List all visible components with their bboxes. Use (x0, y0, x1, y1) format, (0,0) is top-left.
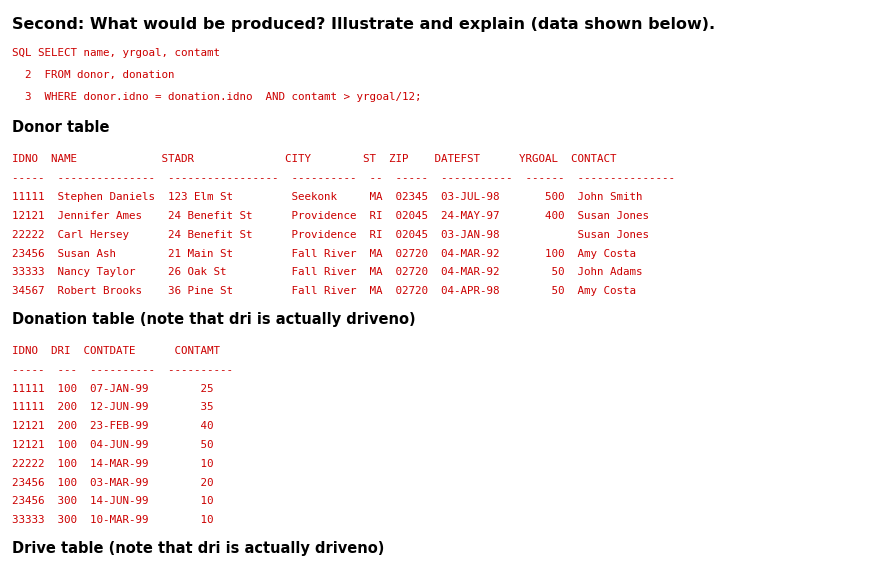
Text: 2  FROM donor, donation: 2 FROM donor, donation (12, 70, 174, 80)
Text: -----  ---------------  -----------------  ----------  --  -----  -----------  -: ----- --------------- ----------------- … (12, 173, 675, 184)
Text: 23456  300  14-JUN-99        10: 23456 300 14-JUN-99 10 (12, 496, 213, 507)
Text: 12121  200  23-FEB-99        40: 12121 200 23-FEB-99 40 (12, 421, 213, 431)
Text: IDNO  DRI  CONTDATE      CONTAMT: IDNO DRI CONTDATE CONTAMT (12, 346, 220, 356)
Text: -----  ---  ----------  ----------: ----- --- ---------- ---------- (12, 365, 232, 375)
Text: SQL SELECT name, yrgoal, contamt: SQL SELECT name, yrgoal, contamt (12, 48, 220, 59)
Text: 34567  Robert Brooks    36 Pine St         Fall River  MA  02720  04-APR-98     : 34567 Robert Brooks 36 Pine St Fall Rive… (12, 286, 636, 296)
Text: 12121  100  04-JUN-99        50: 12121 100 04-JUN-99 50 (12, 440, 213, 450)
Text: 11111  200  12-JUN-99        35: 11111 200 12-JUN-99 35 (12, 402, 213, 413)
Text: 11111  Stephen Daniels  123 Elm St         Seekonk     MA  02345  03-JUL-98     : 11111 Stephen Daniels 123 Elm St Seekonk… (12, 192, 642, 202)
Text: Second: What would be produced? Illustrate and explain (data shown below).: Second: What would be produced? Illustra… (12, 17, 714, 32)
Text: 12121  Jennifer Ames    24 Benefit St      Providence  RI  02045  24-MAY-97     : 12121 Jennifer Ames 24 Benefit St Provid… (12, 211, 649, 221)
Text: 22222  Carl Hersey      24 Benefit St      Providence  RI  02045  03-JAN-98     : 22222 Carl Hersey 24 Benefit St Providen… (12, 230, 649, 240)
Text: Donor table: Donor table (12, 120, 109, 135)
Text: Drive table (note that dri is actually driveno): Drive table (note that dri is actually d… (12, 541, 384, 556)
Text: 23456  Susan Ash        21 Main St         Fall River  MA  02720  04-MAR-92     : 23456 Susan Ash 21 Main St Fall River MA… (12, 249, 636, 259)
Text: 23456  100  03-MAR-99        20: 23456 100 03-MAR-99 20 (12, 478, 213, 488)
Text: 11111  100  07-JAN-99        25: 11111 100 07-JAN-99 25 (12, 384, 213, 394)
Text: 33333  300  10-MAR-99        10: 33333 300 10-MAR-99 10 (12, 515, 213, 526)
Text: 3  WHERE donor.idno = donation.idno  AND contamt > yrgoal/12;: 3 WHERE donor.idno = donation.idno AND c… (12, 92, 421, 102)
Text: IDNO  NAME             STADR              CITY        ST  ZIP    DATEFST      YR: IDNO NAME STADR CITY ST ZIP DATEFST YR (12, 154, 616, 165)
Text: Donation table (note that dri is actually driveno): Donation table (note that dri is actuall… (12, 312, 415, 327)
Text: 33333  Nancy Taylor     26 Oak St          Fall River  MA  02720  04-MAR-92     : 33333 Nancy Taylor 26 Oak St Fall River … (12, 267, 642, 278)
Text: 22222  100  14-MAR-99        10: 22222 100 14-MAR-99 10 (12, 459, 213, 469)
